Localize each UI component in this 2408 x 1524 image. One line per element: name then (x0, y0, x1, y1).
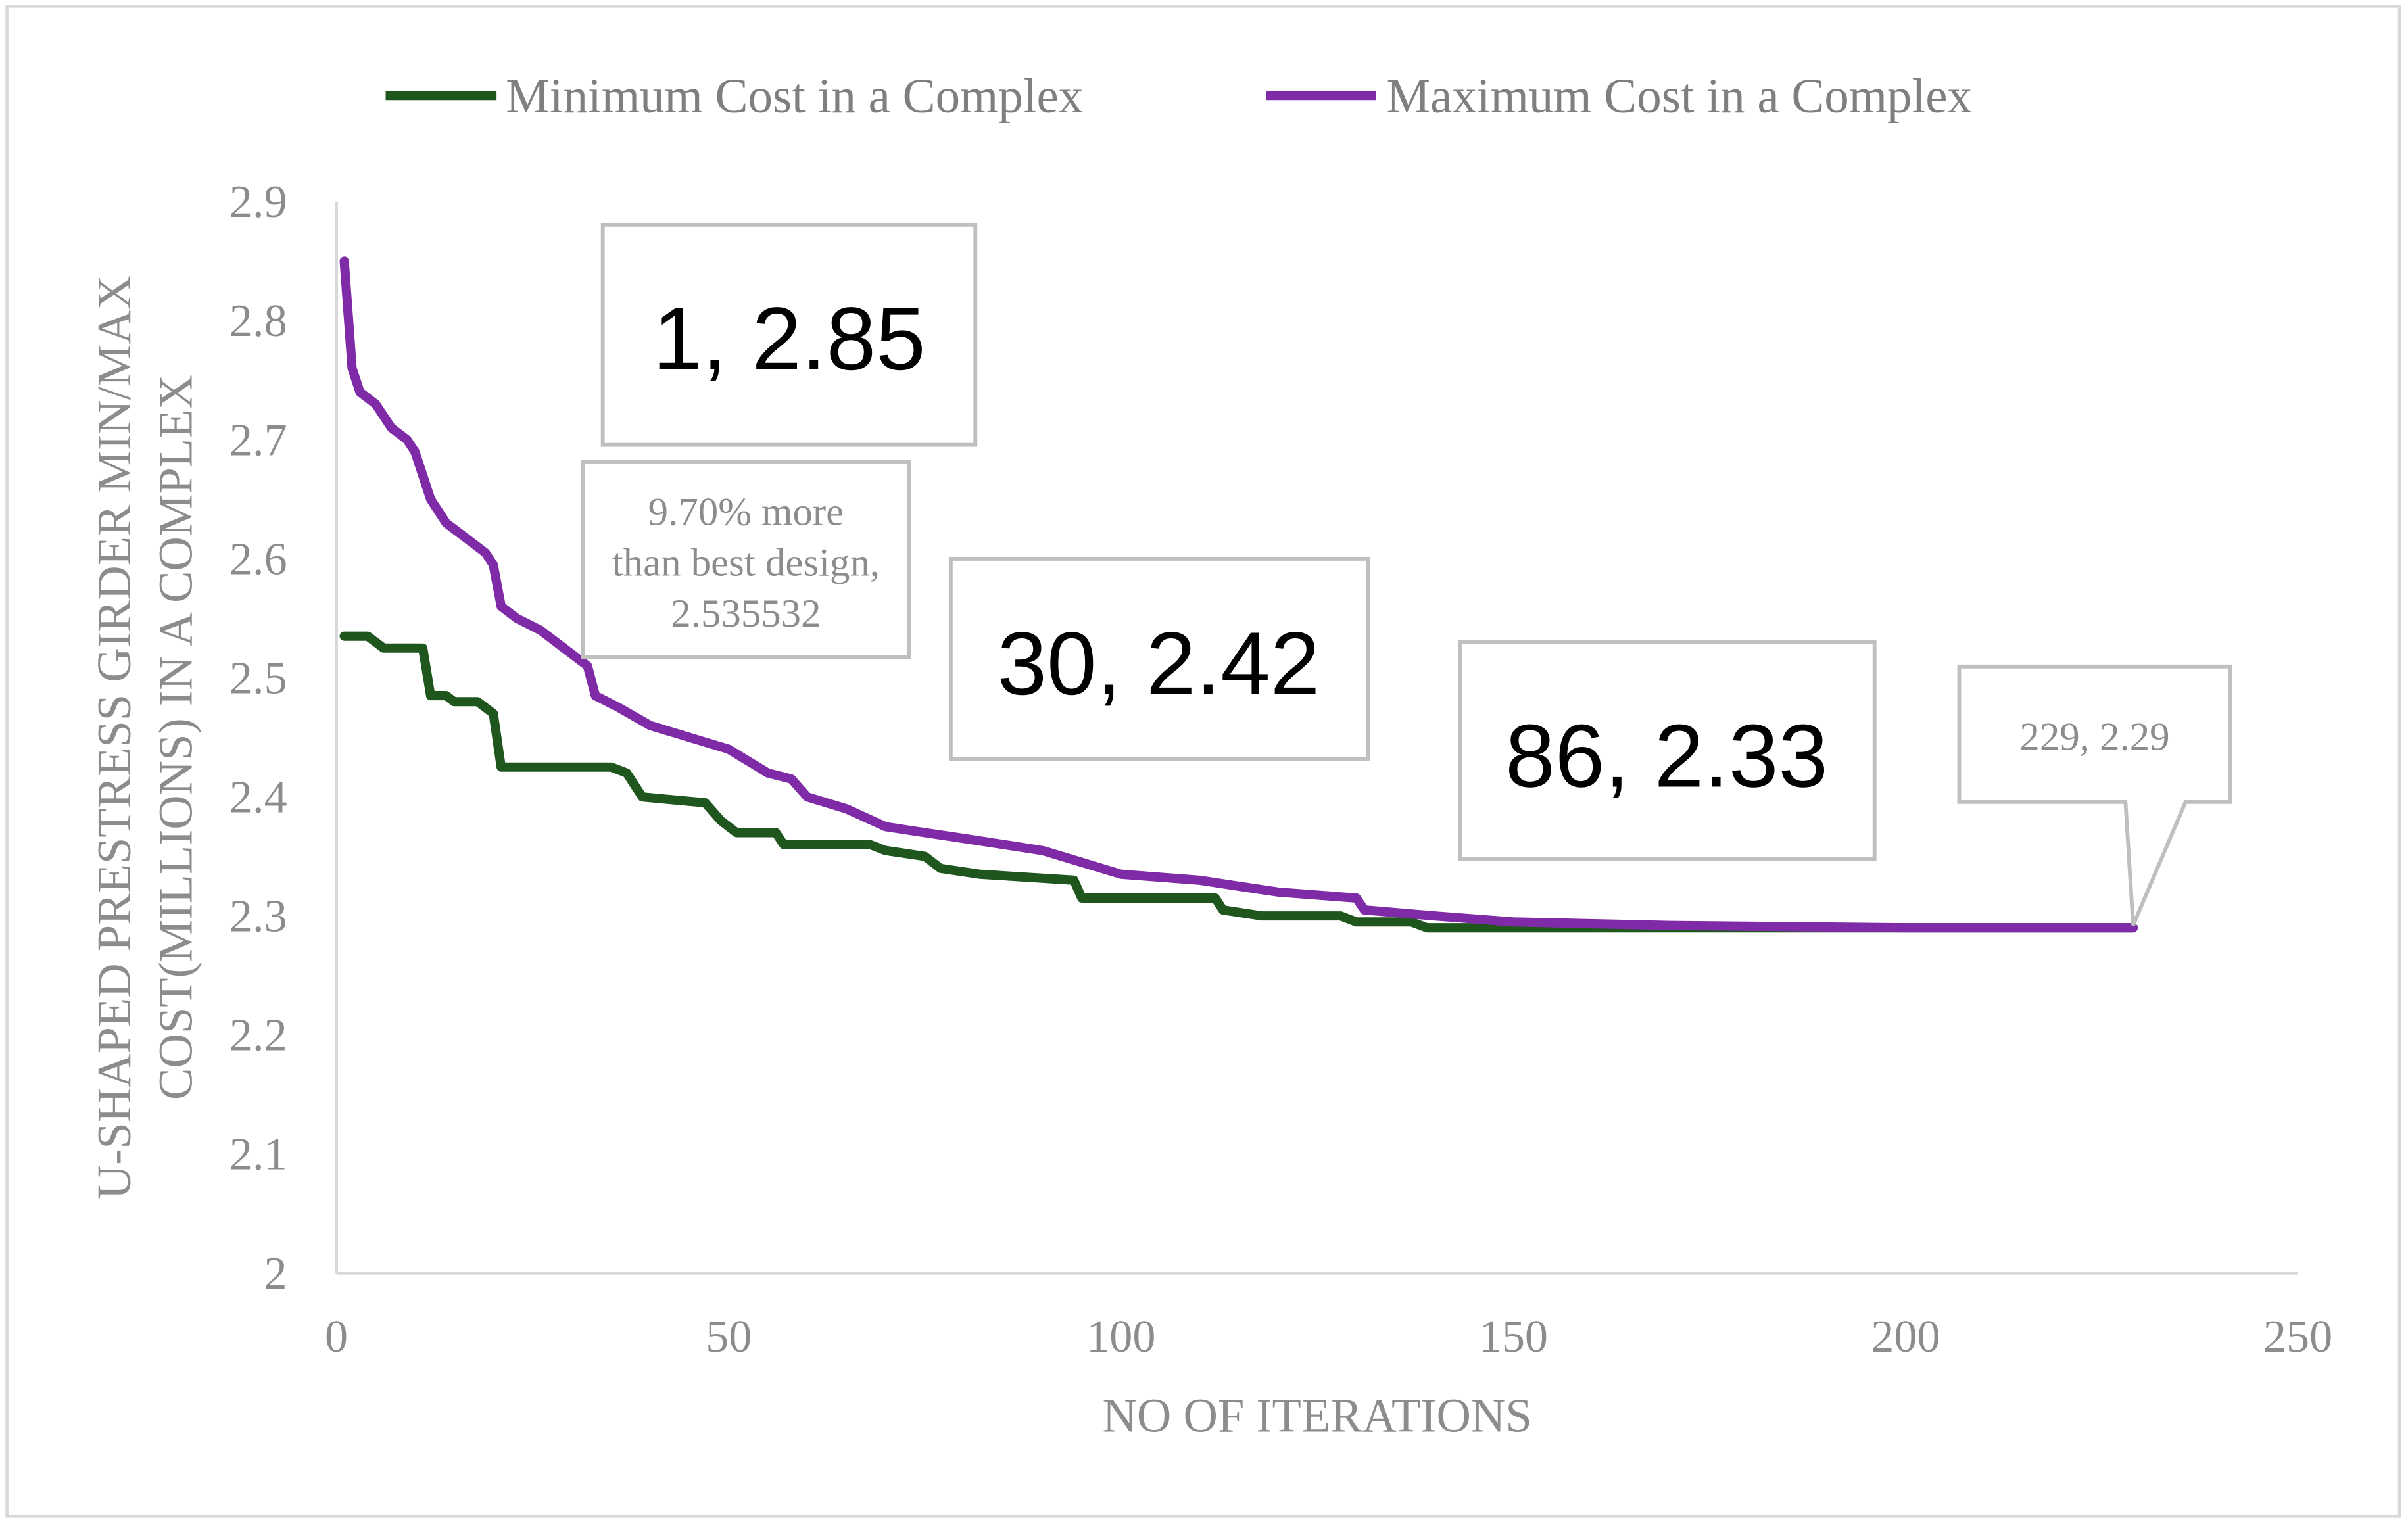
annotation-percent-more: 9.70% more than best design, 2.535532 (581, 460, 911, 659)
annotation-1-2.85: 1, 2.85 (600, 222, 978, 447)
svg-text:than best design,: than best design, (612, 541, 880, 585)
svg-text:86, 2.33: 86, 2.33 (1505, 705, 1828, 805)
svg-text:2.535532: 2.535532 (671, 592, 821, 636)
legend-label-max: Maximum Cost in a Complex (1386, 69, 1972, 124)
y-tick-label: 2.5 (229, 652, 287, 703)
y-tick-label: 2.8 (229, 295, 287, 346)
annotation-30-2.42: 30, 2.42 (948, 557, 1370, 761)
y-axis-title-line1: U-SHAPED PRESTRESS GIRDER MIN/MAX (87, 275, 141, 1199)
legend: Minimum Cost in a Complex Maximum Cost i… (385, 69, 1972, 124)
legend-label-min: Minimum Cost in a Complex (506, 69, 1083, 124)
y-tick-label: 2.4 (229, 771, 287, 822)
svg-text:1, 2.85: 1, 2.85 (652, 289, 925, 389)
annotation-86-2.33: 86, 2.33 (1458, 640, 1877, 861)
x-tick-label: 250 (2263, 1311, 2332, 1362)
svg-text:229, 2.29: 229, 2.29 (2019, 715, 2169, 759)
x-tick-label: 200 (1871, 1311, 1940, 1362)
y-tick-label: 2.7 (229, 414, 287, 465)
series-line-maximum-cost (339, 256, 2138, 933)
x-tick-label: 0 (325, 1311, 348, 1362)
y-tick-label: 2.3 (229, 891, 287, 942)
annotation-229-2.29: 229, 2.29 (1957, 664, 2232, 926)
x-tick-label: 50 (706, 1311, 752, 1362)
x-axis-title: NO OF ITERATIONS (1102, 1389, 1531, 1442)
series-line-minimum-cost (339, 631, 2138, 933)
y-tick-label: 2 (264, 1248, 287, 1299)
y-tick-label: 2.6 (229, 533, 287, 584)
y-tick-label: 2.1 (229, 1129, 287, 1180)
x-tick-label: 150 (1479, 1311, 1548, 1362)
y-tick-label: 2.2 (229, 1010, 287, 1061)
y-axis-title-line2: COST(MILLIONS) IN A COMPLEX (149, 375, 203, 1100)
svg-text:9.70% more: 9.70% more (648, 490, 844, 534)
y-tick-label: 2.9 (229, 176, 287, 227)
x-tick-label: 100 (1086, 1311, 1155, 1362)
svg-text:30, 2.42: 30, 2.42 (998, 613, 1320, 713)
